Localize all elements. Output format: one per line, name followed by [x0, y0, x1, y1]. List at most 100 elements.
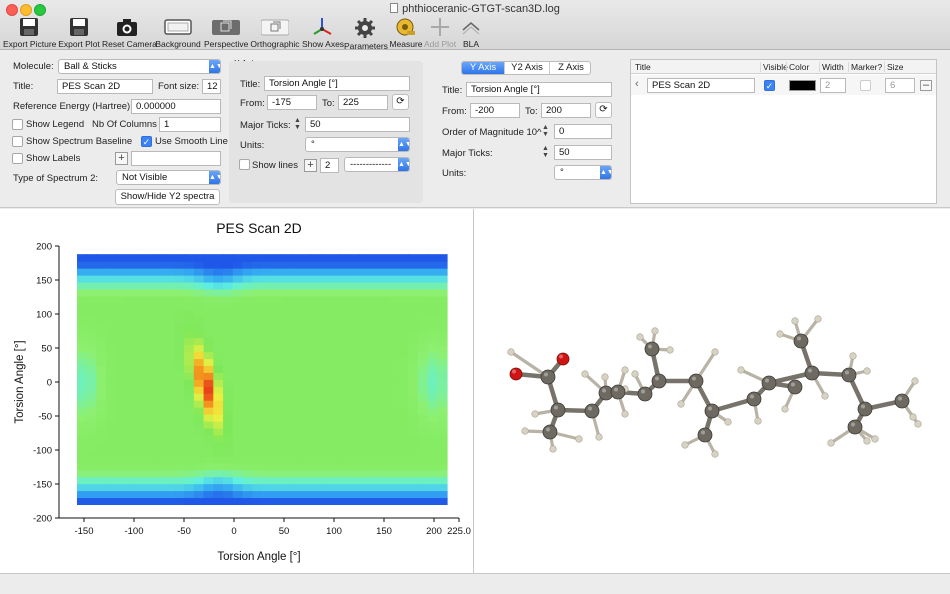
heatmap-cell — [154, 288, 166, 297]
heatmap-cell — [106, 407, 117, 415]
font-size-input[interactable]: 12 — [202, 79, 221, 94]
show-axes-button[interactable]: Show Axes — [302, 17, 344, 49]
nb-columns-input[interactable]: 1 — [159, 117, 221, 132]
heatmap-cell — [359, 448, 370, 457]
heatmap-cell — [125, 309, 137, 318]
close-window-button[interactable] — [6, 4, 18, 16]
heatmap-cell — [271, 254, 283, 262]
heatmap-cell — [427, 379, 438, 387]
heatmap-cell — [320, 281, 331, 290]
heatmap-cell — [203, 268, 214, 276]
background-rectangle-icon — [164, 19, 192, 35]
show-legend-checkbox[interactable] — [12, 119, 23, 130]
reset-camera-button[interactable]: Reset Camera — [102, 17, 157, 49]
tab-y-axis[interactable]: Y Axis — [462, 62, 504, 74]
line-style-select[interactable]: -------------▲▼ — [344, 157, 410, 172]
y-axis-title-input[interactable]: Torsion Angle [°] — [466, 82, 612, 97]
stepper-icon[interactable]: ▲ ▼ — [294, 117, 301, 131]
heatmap-cell — [125, 372, 137, 380]
spectrum2-type-select[interactable]: Not Visible▲▼ — [116, 170, 221, 185]
carbon-atom — [793, 333, 809, 349]
pes-scan-chart[interactable]: -150 -100 -50 0 50 100 150 200 225.0 -200 -150 -100… — [0, 209, 474, 573]
x-axis-title-input[interactable]: Torsion Angle [°] — [264, 76, 410, 91]
bla-label: BLA — [462, 39, 480, 49]
chevron-left-icon[interactable]: ‹ — [635, 78, 639, 90]
heatmap-cell — [310, 309, 322, 318]
y-tick-label: -50 — [38, 412, 52, 423]
series-marker-checkbox[interactable] — [860, 80, 871, 91]
heatmap-cell — [184, 420, 195, 429]
refresh-range-icon[interactable]: ⟳ — [595, 102, 612, 118]
plot-title-input[interactable]: PES Scan 2D — [57, 79, 153, 94]
heatmap-cell — [427, 407, 438, 415]
heatmap-cell — [193, 400, 205, 408]
heatmap-cell — [86, 275, 98, 283]
labels-input[interactable] — [131, 151, 221, 166]
heatmap-cell — [349, 420, 360, 429]
heatmap-cell — [359, 414, 370, 422]
measure-button[interactable]: Measure — [389, 17, 423, 49]
heatmap-cell — [106, 448, 117, 457]
tab-z-axis[interactable]: Z Axis — [549, 62, 590, 74]
molecule-3d-view[interactable] — [475, 209, 950, 573]
heatmap-cell — [349, 497, 360, 505]
show-baseline-checkbox[interactable] — [12, 136, 23, 147]
zoom-window-button[interactable] — [34, 4, 46, 16]
export-picture-button[interactable]: Export Picture — [3, 17, 56, 49]
heatmap-cell — [437, 469, 448, 478]
heatmap-cell — [271, 344, 283, 353]
bla-button[interactable]: BLA — [460, 17, 482, 49]
y-units-select[interactable]: °▲▼ — [554, 165, 612, 180]
smooth-line-checkbox[interactable]: ✓ — [141, 136, 152, 147]
y-axis-label: Torsion Angle [°] — [14, 340, 26, 423]
heatmap-cell — [174, 261, 185, 269]
show-lines-checkbox[interactable] — [239, 159, 250, 170]
minimize-window-button[interactable] — [20, 4, 32, 16]
y-magnitude-input[interactable]: 0 — [554, 124, 612, 139]
x-major-ticks-input[interactable]: 50 — [305, 117, 410, 132]
heatmap-cell — [213, 455, 224, 464]
heatmap-cell — [125, 288, 137, 297]
show-labels-checkbox[interactable] — [12, 153, 23, 164]
orthographic-button[interactable]: Orthographic — [250, 17, 300, 49]
table-row[interactable]: ‹ PES Scan 2D ✓ 2 6 – — [631, 75, 936, 95]
tab-y2-axis[interactable]: Y2 Axis — [504, 62, 549, 74]
series-title-input[interactable]: PES Scan 2D — [647, 78, 755, 93]
heatmap-cell — [86, 351, 98, 360]
series-size-input[interactable]: 6 — [885, 78, 915, 93]
series-color-swatch[interactable] — [789, 80, 816, 91]
background-button[interactable]: Background — [155, 17, 201, 49]
heatmap-cell — [427, 309, 438, 318]
lines-count-input[interactable]: 2 — [320, 158, 339, 173]
refresh-range-icon[interactable]: ⟳ — [392, 94, 409, 110]
reference-energy-input[interactable]: 0.000000 — [131, 99, 221, 114]
heatmap-cell — [330, 414, 341, 422]
stepper-icon[interactable]: ▲ ▼ — [542, 145, 549, 159]
y-to-input[interactable]: 200 — [541, 103, 591, 118]
perspective-button[interactable]: Perspective — [204, 17, 248, 49]
show-hide-y2-button[interactable]: Show/Hide Y2 spectra — [115, 189, 220, 205]
heatmap-cell — [359, 365, 370, 373]
molecule-style-select[interactable]: Ball & Sticks▲▼ — [58, 59, 221, 74]
heatmap-cell — [184, 372, 195, 380]
series-width-input[interactable]: 2 — [820, 78, 846, 93]
add-label-plus-icon[interactable]: + — [115, 152, 128, 165]
x-to-input[interactable]: 225 — [338, 95, 388, 110]
heatmap-cell — [359, 337, 370, 346]
y-from-input[interactable]: -200 — [470, 103, 520, 118]
remove-series-minus-icon[interactable]: – — [920, 80, 932, 91]
export-plot-button[interactable]: Export Plot — [57, 17, 101, 49]
heatmap-cell — [408, 400, 419, 408]
lines-plus-icon[interactable]: + — [304, 159, 317, 172]
add-plot-button[interactable]: Add Plot — [424, 17, 456, 49]
x-units-select[interactable]: °▲▼ — [305, 137, 410, 152]
x-from-input[interactable]: -175 — [267, 95, 317, 110]
series-visible-checkbox[interactable]: ✓ — [764, 80, 775, 91]
heatmap-cell — [262, 288, 273, 297]
heatmap-cell — [417, 330, 429, 339]
y-major-ticks-input[interactable]: 50 — [554, 145, 612, 160]
heatmap-cell — [77, 386, 88, 394]
atom-highlight — [614, 387, 618, 392]
parameters-button[interactable]: Parameters — [344, 17, 388, 51]
stepper-icon[interactable]: ▲ ▼ — [542, 124, 549, 138]
